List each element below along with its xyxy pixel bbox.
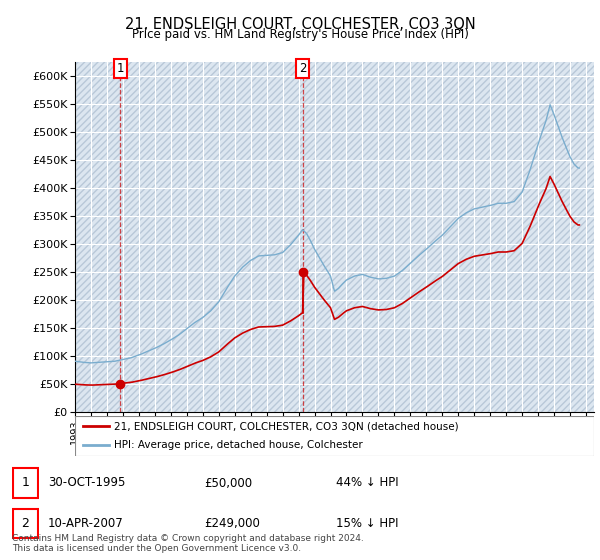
Text: 1: 1 [116, 62, 124, 74]
Bar [13, 468, 38, 498]
Text: 44% ↓ HPI: 44% ↓ HPI [336, 477, 398, 489]
Text: 15% ↓ HPI: 15% ↓ HPI [336, 517, 398, 530]
Text: 21, ENDSLEIGH COURT, COLCHESTER, CO3 3QN (detached house): 21, ENDSLEIGH COURT, COLCHESTER, CO3 3QN… [114, 421, 458, 431]
Text: Price paid vs. HM Land Registry's House Price Index (HPI): Price paid vs. HM Land Registry's House … [131, 28, 469, 41]
Text: 21, ENDSLEIGH COURT, COLCHESTER, CO3 3QN: 21, ENDSLEIGH COURT, COLCHESTER, CO3 3QN [125, 17, 475, 32]
Text: £249,000: £249,000 [204, 517, 260, 530]
Bar [13, 510, 38, 539]
Text: Contains HM Land Registry data © Crown copyright and database right 2024.
This d: Contains HM Land Registry data © Crown c… [12, 534, 364, 553]
Text: 30-OCT-1995: 30-OCT-1995 [48, 477, 125, 489]
Text: 1: 1 [22, 477, 29, 489]
Text: £50,000: £50,000 [204, 477, 252, 489]
Text: 2: 2 [299, 62, 307, 74]
Text: 10-APR-2007: 10-APR-2007 [48, 517, 124, 530]
Text: 2: 2 [22, 517, 29, 530]
Text: HPI: Average price, detached house, Colchester: HPI: Average price, detached house, Colc… [114, 440, 362, 450]
